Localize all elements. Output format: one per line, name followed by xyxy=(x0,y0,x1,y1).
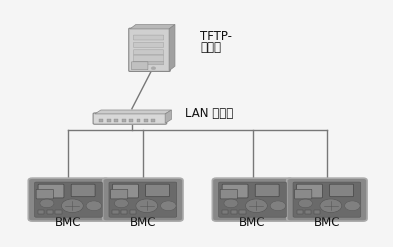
FancyBboxPatch shape xyxy=(112,184,138,198)
Bar xyxy=(122,119,126,122)
Bar xyxy=(129,119,133,122)
FancyBboxPatch shape xyxy=(134,50,163,55)
Text: BMC: BMC xyxy=(130,216,156,229)
Circle shape xyxy=(320,199,342,213)
FancyBboxPatch shape xyxy=(222,184,248,198)
Bar xyxy=(47,210,53,214)
Bar xyxy=(314,210,320,214)
FancyBboxPatch shape xyxy=(132,62,148,70)
Text: TFTP-: TFTP- xyxy=(200,30,232,43)
FancyBboxPatch shape xyxy=(297,184,322,198)
FancyBboxPatch shape xyxy=(219,182,286,217)
Bar xyxy=(239,210,246,214)
Bar xyxy=(305,210,311,214)
Bar xyxy=(222,210,228,214)
FancyBboxPatch shape xyxy=(129,28,170,71)
Circle shape xyxy=(151,67,156,70)
Bar xyxy=(137,119,141,122)
Text: BMC: BMC xyxy=(55,216,82,229)
FancyBboxPatch shape xyxy=(109,182,177,217)
Polygon shape xyxy=(169,24,175,71)
FancyBboxPatch shape xyxy=(134,55,163,62)
FancyBboxPatch shape xyxy=(145,184,169,197)
FancyBboxPatch shape xyxy=(103,178,183,221)
FancyBboxPatch shape xyxy=(28,178,108,221)
FancyBboxPatch shape xyxy=(110,189,128,199)
Circle shape xyxy=(40,199,54,208)
FancyBboxPatch shape xyxy=(134,42,163,47)
FancyBboxPatch shape xyxy=(287,178,367,221)
Bar xyxy=(107,119,111,122)
Circle shape xyxy=(114,199,129,208)
FancyBboxPatch shape xyxy=(134,61,163,65)
Circle shape xyxy=(86,201,102,211)
FancyBboxPatch shape xyxy=(36,189,53,199)
FancyBboxPatch shape xyxy=(330,184,354,197)
FancyBboxPatch shape xyxy=(38,184,64,198)
Bar xyxy=(38,210,44,214)
Text: BMC: BMC xyxy=(239,216,266,229)
Bar xyxy=(121,210,127,214)
Bar xyxy=(151,119,155,122)
Bar xyxy=(297,210,303,214)
Text: BMC: BMC xyxy=(314,216,340,229)
Circle shape xyxy=(298,199,312,208)
Text: 服务器: 服务器 xyxy=(200,41,221,54)
Bar xyxy=(99,119,103,122)
FancyBboxPatch shape xyxy=(134,35,163,40)
Polygon shape xyxy=(165,110,171,123)
Bar xyxy=(231,210,237,214)
Bar xyxy=(112,210,119,214)
Circle shape xyxy=(345,201,360,211)
Circle shape xyxy=(61,199,83,213)
Circle shape xyxy=(136,199,158,213)
FancyBboxPatch shape xyxy=(293,182,361,217)
FancyBboxPatch shape xyxy=(212,178,293,221)
FancyBboxPatch shape xyxy=(71,184,95,197)
FancyBboxPatch shape xyxy=(255,184,279,197)
Polygon shape xyxy=(130,24,175,29)
Bar xyxy=(114,119,118,122)
Circle shape xyxy=(270,201,286,211)
FancyBboxPatch shape xyxy=(220,189,237,199)
Text: LAN 交换机: LAN 交换机 xyxy=(185,107,233,120)
Circle shape xyxy=(246,199,267,213)
Bar xyxy=(144,119,148,122)
FancyBboxPatch shape xyxy=(35,182,102,217)
Polygon shape xyxy=(95,110,171,114)
Circle shape xyxy=(224,199,238,208)
Bar xyxy=(130,210,136,214)
Circle shape xyxy=(160,201,176,211)
FancyBboxPatch shape xyxy=(93,113,167,124)
Bar xyxy=(55,210,62,214)
FancyBboxPatch shape xyxy=(295,189,312,199)
